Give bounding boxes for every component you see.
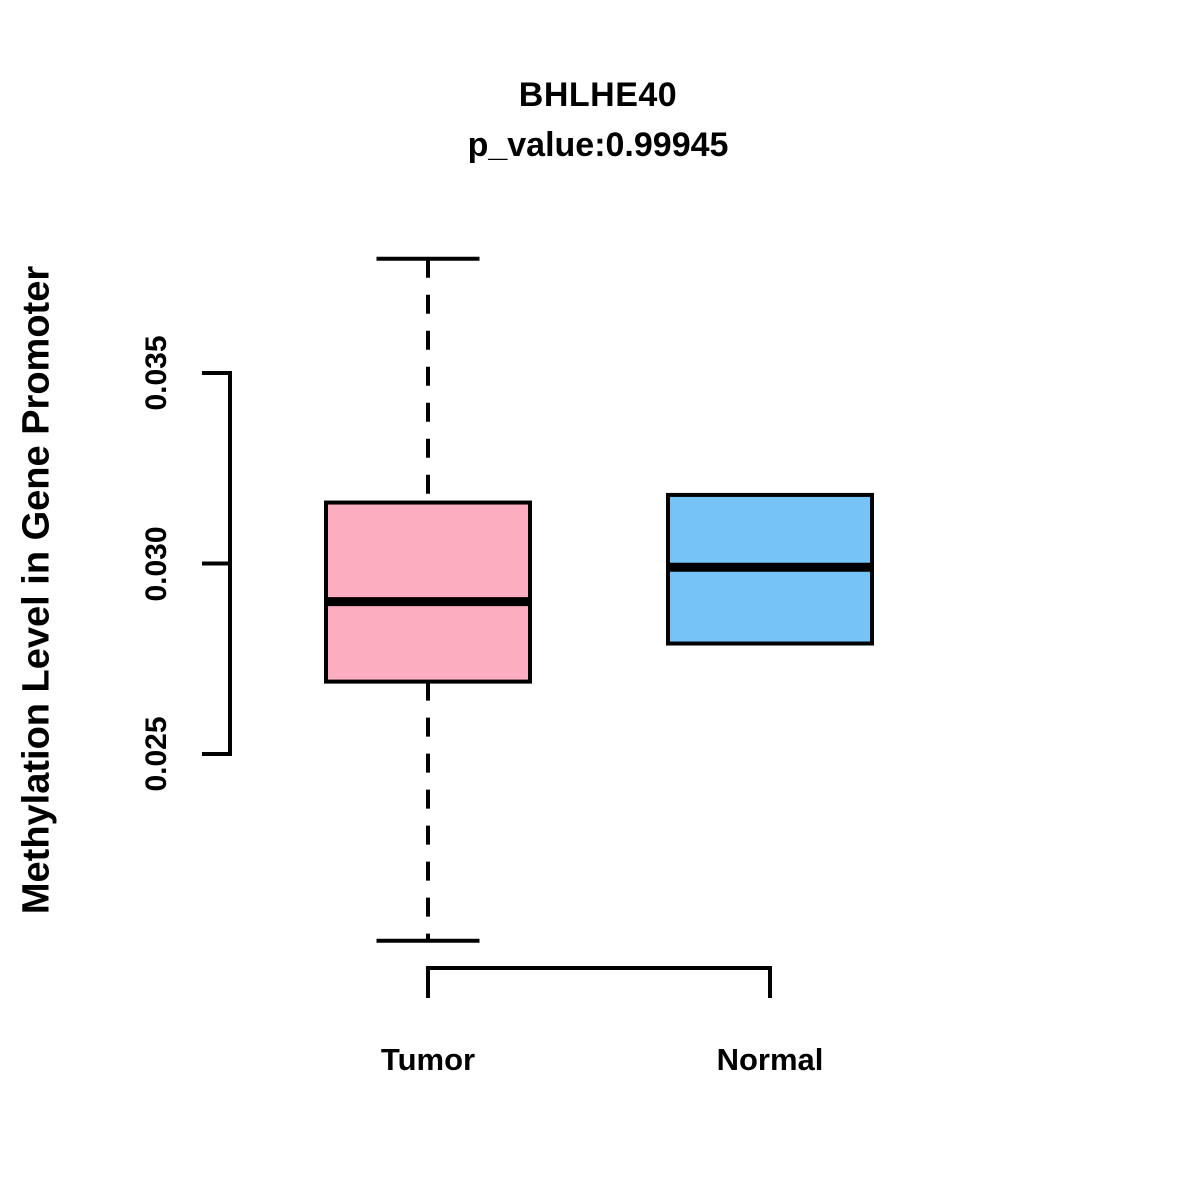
chart-title: BHLHE40 bbox=[518, 76, 678, 114]
y-tick-label: 0.035 bbox=[140, 335, 173, 411]
x-category-label-normal: Normal bbox=[716, 1042, 824, 1077]
chart-subtitle: p_value:0.99945 bbox=[467, 126, 729, 164]
box-tumor bbox=[324, 500, 532, 684]
y-tick-label: 0.030 bbox=[140, 525, 173, 602]
y-tick-label: 0.025 bbox=[140, 716, 173, 792]
x-category-label-tumor: Tumor bbox=[380, 1042, 476, 1077]
